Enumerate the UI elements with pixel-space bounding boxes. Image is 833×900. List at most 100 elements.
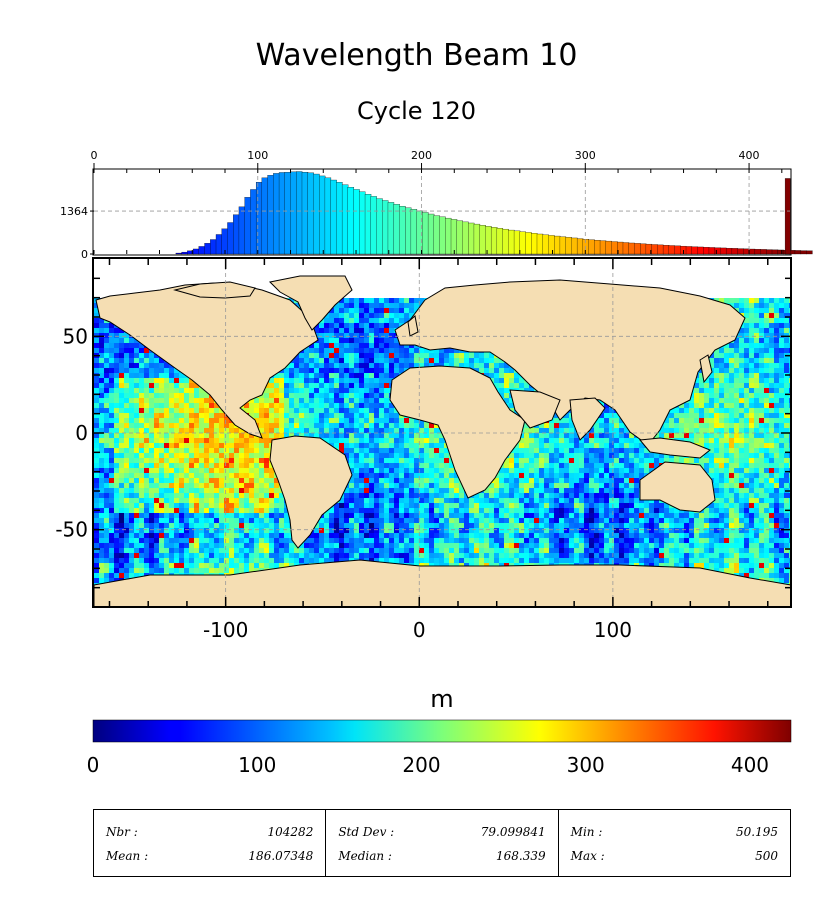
ocean-cell bbox=[779, 393, 784, 398]
ocean-cell bbox=[714, 458, 719, 463]
ocean-cell bbox=[544, 428, 549, 433]
ocean-cell bbox=[189, 423, 194, 428]
ocean-cell bbox=[324, 438, 329, 443]
ocean-cell bbox=[384, 378, 389, 383]
ocean-cell bbox=[734, 303, 739, 308]
ocean-cell bbox=[364, 453, 369, 458]
ocean-cell bbox=[309, 418, 314, 423]
ocean-cell bbox=[189, 418, 194, 423]
ocean-cell bbox=[594, 453, 599, 458]
ocean-cell bbox=[489, 368, 494, 373]
ocean-cell bbox=[769, 378, 774, 383]
ocean-cell bbox=[319, 363, 324, 368]
ocean-cell bbox=[159, 413, 164, 418]
ocean-cell bbox=[389, 403, 394, 408]
ocean-cell bbox=[159, 428, 164, 433]
ocean-cell bbox=[94, 313, 99, 318]
ocean-cell bbox=[269, 433, 274, 438]
ocean-cell bbox=[614, 463, 619, 468]
ocean-cell bbox=[324, 353, 329, 358]
ocean-cell bbox=[314, 373, 319, 378]
ocean-cell bbox=[149, 463, 154, 468]
ocean-cell bbox=[324, 338, 329, 343]
ocean-cell bbox=[269, 408, 274, 413]
ocean-cell bbox=[179, 403, 184, 408]
ocean-cell bbox=[389, 433, 394, 438]
ocean-cell bbox=[749, 443, 754, 448]
ocean-cell bbox=[319, 348, 324, 353]
ocean-cell bbox=[299, 358, 304, 363]
ocean-cell bbox=[244, 453, 249, 458]
ocean-cell bbox=[419, 463, 424, 468]
ocean-cell bbox=[309, 378, 314, 383]
ocean-cell bbox=[109, 353, 114, 358]
ocean-cell bbox=[744, 318, 749, 323]
ocean-cell bbox=[614, 433, 619, 438]
ocean-cell bbox=[619, 418, 624, 423]
ocean-cell bbox=[769, 413, 774, 418]
ocean-cell bbox=[349, 363, 354, 368]
ocean-cell bbox=[204, 433, 209, 438]
ocean-cell bbox=[459, 353, 464, 358]
ocean-cell bbox=[284, 378, 289, 383]
ocean-cell bbox=[419, 353, 424, 358]
histogram-bar bbox=[784, 178, 791, 255]
ocean-cell bbox=[379, 448, 384, 453]
ocean-cell bbox=[299, 383, 304, 388]
ocean-cell bbox=[314, 363, 319, 368]
ocean-cell bbox=[309, 428, 314, 433]
ocean-cell bbox=[139, 458, 144, 463]
ocean-cell bbox=[369, 323, 374, 328]
ocean-cell bbox=[594, 423, 599, 428]
ocean-cell bbox=[309, 403, 314, 408]
ocean-cell bbox=[374, 393, 379, 398]
ocean-cell bbox=[299, 378, 304, 383]
ocean-cell bbox=[604, 443, 609, 448]
ocean-cell bbox=[409, 428, 414, 433]
ocean-cell bbox=[429, 463, 434, 468]
ocean-cell bbox=[304, 393, 309, 398]
ocean-cell bbox=[694, 388, 699, 393]
ocean-cell bbox=[764, 348, 769, 353]
ocean-cell bbox=[749, 338, 754, 343]
ocean-cell bbox=[444, 448, 449, 453]
ocean-cell bbox=[104, 363, 109, 368]
ocean-cell bbox=[174, 393, 179, 398]
ocean-cell bbox=[364, 363, 369, 368]
ocean-cell bbox=[249, 413, 254, 418]
ocean-cell bbox=[364, 378, 369, 383]
ocean-cell bbox=[364, 358, 369, 363]
ocean-cell bbox=[724, 408, 729, 413]
ocean-cell bbox=[359, 358, 364, 363]
ocean-cell bbox=[309, 398, 314, 403]
ocean-cell bbox=[189, 383, 194, 388]
ocean-cell bbox=[739, 408, 744, 413]
ocean-cell bbox=[334, 423, 339, 428]
ocean-cell bbox=[389, 423, 394, 428]
ocean-cell bbox=[179, 458, 184, 463]
ocean-cell bbox=[339, 328, 344, 333]
ocean-cell bbox=[304, 423, 309, 428]
ocean-cell bbox=[204, 463, 209, 468]
ocean-cell bbox=[319, 393, 324, 398]
ocean-cell bbox=[504, 363, 509, 368]
ocean-cell bbox=[254, 418, 259, 423]
ocean-cell bbox=[364, 318, 369, 323]
ocean-cell bbox=[329, 358, 334, 363]
ocean-cell bbox=[499, 368, 504, 373]
ocean-cell bbox=[619, 433, 624, 438]
ocean-cell bbox=[784, 403, 789, 408]
ocean-cell bbox=[609, 458, 614, 463]
ocean-cell bbox=[504, 463, 509, 468]
ocean-cell bbox=[759, 343, 764, 348]
ocean-cell bbox=[169, 458, 174, 463]
ocean-cell bbox=[704, 423, 709, 428]
ocean-cell bbox=[139, 468, 144, 473]
ocean-cell bbox=[769, 383, 774, 388]
ocean-cell bbox=[359, 418, 364, 423]
ocean-cell bbox=[214, 453, 219, 458]
ocean-cell bbox=[214, 448, 219, 453]
ocean-cell bbox=[349, 418, 354, 423]
ocean-cell bbox=[619, 443, 624, 448]
ocean-cell bbox=[734, 438, 739, 443]
